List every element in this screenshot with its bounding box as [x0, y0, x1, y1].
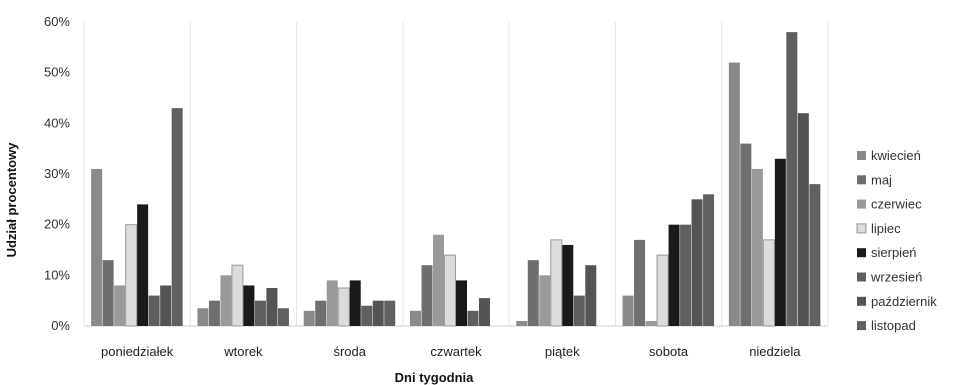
x-tick-label: czwartek — [430, 344, 482, 359]
bar — [326, 280, 338, 326]
y-tick-label: 0% — [51, 318, 70, 333]
bar — [433, 234, 444, 326]
bar — [786, 32, 798, 327]
bar — [243, 285, 255, 326]
bar — [539, 275, 551, 326]
bar — [751, 168, 763, 326]
bar — [372, 300, 384, 326]
legend-swatch — [857, 272, 866, 282]
legend-label: listopad — [871, 318, 916, 333]
bar — [254, 300, 266, 326]
bar — [516, 320, 528, 326]
bar — [728, 62, 740, 327]
legend: kwiecień maj czerwiec lipiec sierpień wrzesie… — [856, 148, 937, 333]
bar — [479, 298, 490, 326]
legend-label: maj — [871, 172, 892, 187]
bar — [197, 308, 209, 326]
y-axis-title: Udział procentowy — [4, 142, 19, 258]
bar — [774, 158, 786, 326]
bar — [148, 295, 160, 326]
x-tick-label: sobota — [649, 344, 689, 359]
bar — [137, 204, 149, 326]
bar — [315, 300, 327, 326]
legend-swatch — [857, 151, 866, 160]
bar — [634, 239, 646, 326]
x-axis-title: Dni tygodnia — [395, 370, 474, 385]
x-tick-label: wtorek — [223, 344, 263, 359]
x-axis-ticks: poniedziałek wtorek środa czwartek piątek sob… — [101, 344, 801, 359]
y-tick-label: 50% — [44, 65, 70, 80]
legend-label: wrzesień — [870, 270, 922, 285]
bar — [809, 184, 821, 326]
y-tick-label: 30% — [44, 166, 70, 181]
x-tick-label: poniedziałek — [101, 344, 174, 359]
bar — [703, 194, 715, 326]
y-tick-label: 40% — [44, 115, 70, 130]
bar — [562, 244, 574, 326]
bar — [691, 199, 703, 326]
bar — [220, 275, 232, 326]
legend-swatch — [856, 223, 867, 234]
bar — [277, 308, 289, 326]
y-axis-ticks: 0% 10% 20% 30% 40% 50% 60% — [44, 14, 70, 333]
x-tick-label: piątek — [545, 344, 580, 359]
bar — [208, 300, 220, 326]
y-tick-label: 10% — [44, 267, 70, 282]
legend-swatch — [857, 321, 866, 331]
bar — [762, 239, 775, 327]
bar — [266, 288, 278, 326]
bar — [125, 224, 138, 327]
bar — [645, 320, 657, 326]
legend-label: październik — [871, 294, 937, 309]
y-tick-label: 20% — [44, 217, 70, 232]
legend-swatch — [857, 248, 866, 258]
bar — [303, 310, 315, 326]
bar — [444, 254, 456, 327]
legend-swatch — [857, 199, 866, 209]
bar — [231, 264, 244, 327]
bar — [680, 224, 692, 326]
bar — [160, 285, 172, 326]
bar — [171, 108, 183, 326]
y-tick-label: 60% — [44, 14, 70, 29]
bar — [361, 305, 373, 326]
bar — [114, 285, 126, 326]
bar — [421, 265, 433, 326]
bar — [384, 300, 396, 326]
bar — [740, 143, 752, 326]
bar — [337, 287, 350, 327]
bar — [550, 239, 563, 327]
bar — [467, 310, 479, 326]
bar — [797, 113, 809, 326]
bar — [527, 260, 539, 326]
legend-label: czerwiec — [871, 197, 922, 212]
bar — [622, 295, 634, 326]
legend-label: sierpień — [871, 245, 917, 260]
x-tick-label: niedziela — [749, 344, 801, 359]
legend-label: lipiec — [871, 221, 901, 236]
bar — [573, 295, 585, 326]
legend-swatch — [857, 175, 866, 185]
bars — [91, 32, 821, 327]
legend-swatch — [857, 296, 866, 306]
x-tick-label: środa — [333, 344, 366, 359]
bar — [668, 224, 680, 326]
bar — [656, 254, 669, 327]
bar — [585, 265, 597, 326]
bar — [349, 280, 361, 326]
bar — [410, 310, 421, 326]
legend-label: kwiecień — [871, 148, 921, 163]
bar — [91, 168, 103, 326]
bar — [456, 280, 467, 326]
bar — [102, 260, 114, 326]
